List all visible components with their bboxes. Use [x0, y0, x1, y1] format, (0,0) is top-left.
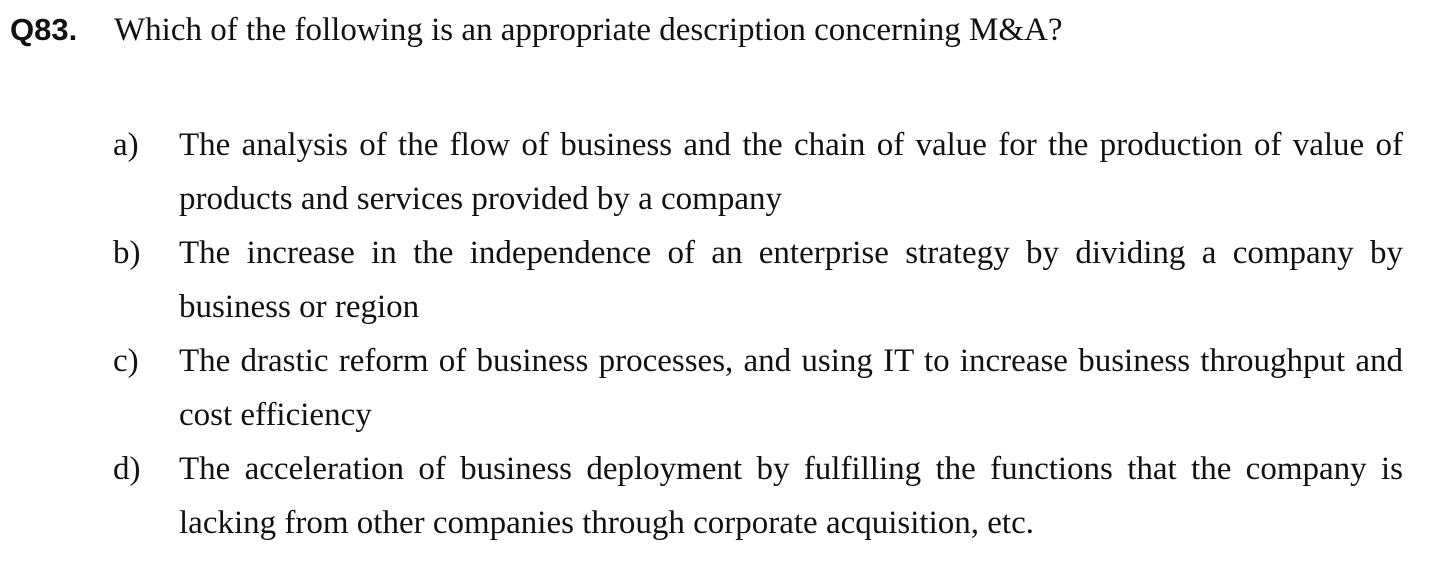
option-c: c) The drastic reform of business proces…	[113, 334, 1403, 442]
option-b-label: b)	[113, 235, 141, 271]
option-b-text: The increase in the independence of an e…	[179, 235, 1403, 325]
option-c-text: The drastic reform of business processes…	[179, 343, 1403, 433]
option-a-text: The analysis of the flow of business and…	[179, 127, 1403, 217]
option-c-label: c)	[113, 343, 139, 379]
option-b: b) The increase in the independence of a…	[113, 226, 1403, 334]
answer-options: a) The analysis of the flow of business …	[113, 118, 1403, 550]
option-a: a) The analysis of the flow of business …	[113, 118, 1403, 226]
question-header: Q83. Which of the following is an approp…	[10, 12, 1430, 49]
option-d: d) The acceleration of business deployme…	[113, 442, 1403, 550]
option-d-label: d)	[113, 451, 141, 487]
option-d-text: The acceleration of business deployment …	[179, 451, 1403, 541]
option-a-label: a)	[113, 127, 139, 163]
question-text: Which of the following is an appropriate…	[114, 12, 1063, 48]
question-number: Q83.	[10, 12, 78, 47]
